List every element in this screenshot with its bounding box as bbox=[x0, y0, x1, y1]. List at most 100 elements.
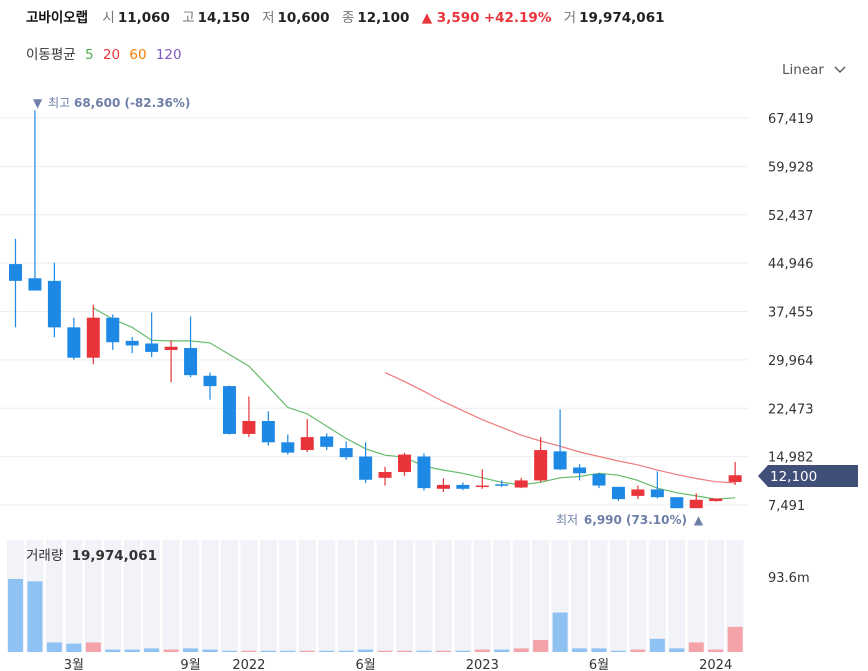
candle-body bbox=[456, 484, 470, 489]
volume-band bbox=[415, 540, 433, 652]
candle-body bbox=[164, 346, 178, 350]
x-tick-label: 9월 bbox=[180, 658, 200, 671]
volume-band bbox=[298, 540, 316, 652]
candle bbox=[184, 316, 198, 378]
volume-bar bbox=[591, 648, 607, 652]
chevron-down-icon bbox=[834, 66, 846, 73]
candle-body bbox=[300, 437, 314, 451]
x-tick-label: 2024 bbox=[699, 658, 732, 671]
volume-band bbox=[687, 540, 705, 652]
candle bbox=[514, 477, 528, 489]
volume-band bbox=[259, 540, 277, 652]
volume-bar bbox=[358, 649, 374, 652]
volume-bar bbox=[649, 638, 665, 652]
volume-band bbox=[65, 540, 83, 652]
volume-band bbox=[434, 540, 452, 652]
candle bbox=[378, 466, 392, 486]
volume-band bbox=[162, 540, 180, 652]
candle bbox=[203, 372, 217, 400]
y-tick-label: 22,473 bbox=[768, 402, 814, 417]
svg-text:거래량 19,974,061: 거래량 19,974,061 bbox=[26, 548, 157, 564]
max-marker: ▼ bbox=[33, 96, 43, 110]
volume-band bbox=[396, 540, 413, 652]
volume-band bbox=[240, 540, 258, 652]
volume-bar bbox=[319, 650, 335, 652]
moving-average-legend[interactable]: 이동평균 5 20 60 120 bbox=[26, 43, 187, 63]
candle-body bbox=[86, 317, 100, 358]
ma-legend-label: 이동평균 bbox=[26, 47, 76, 63]
volume-bar bbox=[163, 649, 179, 652]
volume-bar bbox=[221, 650, 237, 652]
candle bbox=[709, 498, 723, 502]
candle-body bbox=[670, 497, 684, 509]
max-value: 68,600 (-82.36%) bbox=[74, 96, 190, 110]
candle bbox=[631, 485, 645, 500]
candle bbox=[495, 480, 509, 487]
volume-bar bbox=[688, 642, 704, 652]
volume-label-group: 거래량 19,974,061 93.6m bbox=[26, 548, 810, 586]
volume-bar bbox=[144, 648, 160, 652]
volume-bar bbox=[105, 649, 121, 652]
y-tick-label: 44,946 bbox=[768, 257, 814, 272]
candle bbox=[281, 434, 295, 455]
volume-panel-label: 거래량 bbox=[26, 548, 63, 564]
volume-band bbox=[357, 540, 375, 652]
x-tick-label: 3월 bbox=[64, 658, 84, 671]
volume-band bbox=[123, 540, 141, 652]
candle bbox=[339, 441, 353, 460]
candle-body bbox=[378, 472, 392, 478]
candle bbox=[164, 340, 178, 383]
candle bbox=[47, 262, 61, 338]
volume-bar bbox=[27, 581, 43, 652]
volume-band bbox=[609, 540, 627, 652]
volume-series bbox=[8, 579, 743, 652]
candle bbox=[242, 396, 256, 438]
candle bbox=[320, 433, 334, 451]
svg-text:▼ 최고 68,600 (-82.3: ▼ 최고 68,600 (-82.36%) bbox=[33, 96, 190, 110]
scale-select[interactable]: Linear bbox=[782, 62, 846, 78]
candle bbox=[475, 469, 489, 489]
volume-bar bbox=[46, 642, 62, 652]
min-price-annotation: 최저 6,990 (73.10%) ▲ bbox=[556, 513, 704, 527]
candle-body bbox=[611, 486, 625, 500]
max-label: 최고 bbox=[48, 96, 70, 110]
volume-band bbox=[45, 540, 63, 652]
candle-body bbox=[145, 343, 159, 352]
candle-body bbox=[203, 375, 217, 387]
candle bbox=[398, 452, 411, 476]
volume-bar bbox=[377, 650, 393, 652]
candle-body bbox=[184, 348, 198, 376]
volume-bar bbox=[241, 650, 257, 652]
candle-body bbox=[67, 327, 81, 358]
candle bbox=[670, 497, 684, 509]
volume-band bbox=[707, 540, 725, 652]
y-tick-label: 52,437 bbox=[768, 209, 814, 224]
low-label: 저 bbox=[262, 10, 275, 26]
min-value: 6,990 (73.10%) bbox=[584, 513, 687, 527]
volume-bar bbox=[513, 648, 529, 652]
x-tick-label: 6월 bbox=[589, 658, 609, 671]
candle-body bbox=[359, 456, 373, 480]
candle bbox=[9, 238, 22, 328]
volume-value: 19,974,061 bbox=[579, 10, 665, 26]
volume-bar bbox=[552, 612, 568, 652]
volume-bar bbox=[338, 650, 354, 652]
volume-band bbox=[84, 540, 102, 652]
price-axis: 67,419 59,928 52,437 44,946 37,455 29,964 22,4… bbox=[768, 112, 814, 514]
candle-body bbox=[106, 317, 120, 343]
candlestick-series bbox=[9, 110, 742, 509]
time-axis: 3월 9월 2022 6월 2023 6월 2024 bbox=[64, 658, 733, 671]
volume-band bbox=[648, 540, 666, 652]
candle bbox=[106, 314, 120, 350]
open-label: 시 bbox=[102, 10, 115, 26]
volume-bar bbox=[397, 650, 412, 652]
candle bbox=[261, 411, 275, 446]
candle-body bbox=[125, 340, 139, 346]
volume-bar bbox=[202, 649, 218, 652]
x-tick-label: 2022 bbox=[232, 658, 265, 671]
y-tick-label: 67,419 bbox=[768, 112, 814, 127]
volume-band bbox=[668, 540, 686, 652]
volume-band bbox=[726, 540, 744, 652]
current-price-tag-text: 12,100 bbox=[770, 469, 817, 485]
